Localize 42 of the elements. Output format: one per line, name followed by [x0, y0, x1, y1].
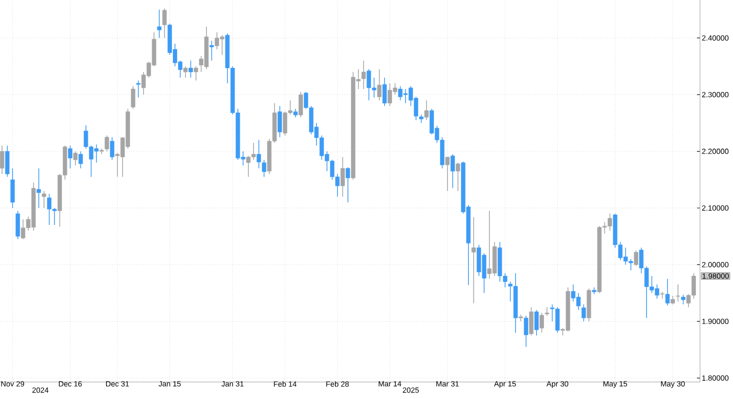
candlestick [104, 135, 110, 152]
candlestick [194, 66, 198, 81]
candlestick [382, 77, 387, 106]
candlestick [361, 60, 366, 90]
candlestick [298, 91, 303, 118]
candlestick [544, 306, 550, 316]
candlestick [456, 162, 460, 192]
candlestick [5, 145, 10, 178]
candlestick [534, 310, 539, 336]
candlestick [540, 312, 544, 334]
candlestick [157, 9, 162, 38]
candlestick [183, 66, 188, 78]
candlestick [16, 210, 20, 240]
candlestick [377, 68, 382, 101]
candlestick [450, 154, 455, 189]
candlestick [110, 136, 114, 160]
candlestick [36, 168, 41, 208]
candlestick [68, 145, 72, 169]
candlestick [472, 216, 476, 304]
candlestick [340, 156, 345, 198]
candlestick [73, 150, 78, 166]
candlestick [188, 60, 193, 78]
candlestick [136, 80, 140, 98]
candlestick [445, 156, 450, 192]
candlestick [582, 304, 586, 322]
candlestick [0, 145, 4, 174]
candlestick [424, 100, 429, 121]
candlestick [42, 190, 46, 208]
candlestick [130, 86, 136, 110]
candlestick [681, 294, 686, 305]
candlestick [256, 140, 261, 169]
candlestick [665, 278, 670, 306]
candlestick [634, 250, 638, 266]
candlestick [210, 40, 214, 62]
candlestick [278, 106, 282, 138]
candlestick [529, 306, 534, 336]
candlestick [676, 284, 680, 302]
candlestick [78, 150, 83, 169]
candlestick [524, 315, 528, 348]
candlestick [262, 159, 266, 178]
candlestick [346, 166, 350, 203]
candlestick [10, 168, 15, 208]
